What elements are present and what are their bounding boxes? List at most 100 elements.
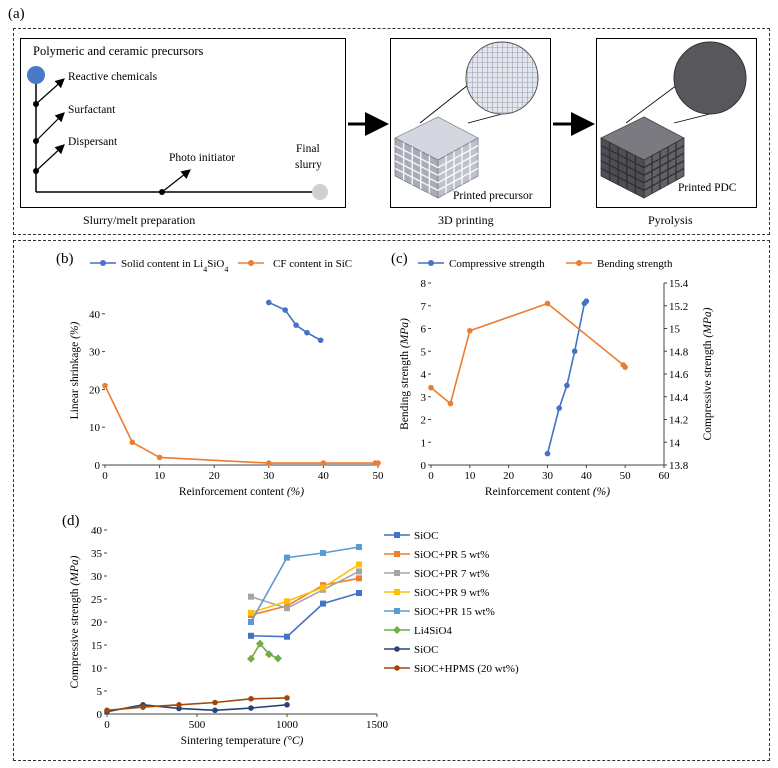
printed-precursor-lattice xyxy=(394,41,539,199)
y2-tick-label: 15 xyxy=(669,324,681,336)
data-point xyxy=(256,639,264,648)
slurry-tree xyxy=(27,66,328,200)
data-point xyxy=(293,322,299,328)
y-axis-title: Bending strength (MPa) xyxy=(399,318,411,430)
final-slurry-line1: Final xyxy=(296,143,320,155)
data-point xyxy=(356,561,362,568)
panel-bcd-frame xyxy=(13,240,770,761)
chart-panel-label: (d) xyxy=(62,513,80,529)
y-tick-label: 40 xyxy=(89,309,101,321)
legend-swatch-marker xyxy=(394,532,400,538)
y-tick-label: 5 xyxy=(421,346,427,358)
y-tick-label: 20 xyxy=(91,617,103,629)
data-point xyxy=(544,300,551,307)
x-axis-title: Sintering temperature (°C) xyxy=(181,735,304,747)
y2-tick-label: 15.4 xyxy=(669,278,689,290)
series-line-1 xyxy=(104,385,378,464)
legend-swatch-marker xyxy=(394,551,400,557)
series-line-0 xyxy=(546,300,587,454)
data-point xyxy=(320,550,326,556)
y2-tick-label: 14.6 xyxy=(669,369,689,381)
data-point xyxy=(375,460,381,466)
y-tick-label: 6 xyxy=(421,324,427,336)
y-tick-label: 2 xyxy=(421,415,427,427)
data-point xyxy=(428,384,434,391)
legend-label: SiOC xyxy=(414,644,438,656)
legend-swatch-marker xyxy=(394,589,400,595)
y2-axis-title: Compressive strength (MPa) xyxy=(702,307,714,440)
data-point xyxy=(571,348,578,355)
data-point xyxy=(282,307,288,313)
data-point xyxy=(564,382,570,389)
item-reactive-chemicals: Reactive chemicals xyxy=(68,71,158,83)
data-point xyxy=(284,633,290,640)
y-tick-label: 0 xyxy=(97,709,103,721)
chart-c: 0 10 20 30 40 50 60 0 1 2 3 4 5 6 7 8 13.8 14 14.2 14.4 14.6… xyxy=(391,251,714,498)
x-tick-label: 0 xyxy=(428,470,434,482)
printed-pdc-label: Printed PDC xyxy=(678,182,737,194)
y2-tick-label: 15.2 xyxy=(669,301,688,313)
chart-panel-label: (b) xyxy=(56,251,74,267)
precursors-title: Polymeric and ceramic precursors xyxy=(33,44,204,58)
data-point xyxy=(467,327,473,334)
series-line-0 xyxy=(268,301,322,341)
legend-swatch-marker xyxy=(576,260,582,266)
data-point xyxy=(583,298,590,305)
pdc-zoom-circle xyxy=(673,41,747,115)
item-photo-initiator: Photo initiator xyxy=(169,152,236,164)
y2-tick-label: 13.8 xyxy=(669,460,689,472)
data-point xyxy=(284,605,290,612)
y-tick-label: 0 xyxy=(421,460,427,472)
caption-pyrolysis: Pyrolysis xyxy=(648,213,693,227)
series-line-4 xyxy=(250,546,360,623)
x-tick-label: 40 xyxy=(581,470,593,482)
legend-swatch-marker xyxy=(100,260,106,266)
data-point xyxy=(266,460,272,466)
x-tick-label: 10 xyxy=(464,470,476,482)
data-point xyxy=(304,329,310,336)
legend-swatch-marker xyxy=(248,260,254,266)
data-point xyxy=(274,654,282,663)
y2-tick-label: 14.4 xyxy=(669,392,689,404)
legend-swatch-marker xyxy=(394,570,400,576)
caption-3d-printing: 3D printing xyxy=(438,213,494,227)
legend-label: SiOC+PR 5 wt% xyxy=(414,549,489,561)
data-point xyxy=(556,405,562,411)
x-tick-label: 50 xyxy=(373,470,385,482)
y-axis-title: Linear shrinkage (%) xyxy=(69,321,81,419)
series-line-5 xyxy=(250,642,279,660)
caption-slurry: Slurry/melt preparation xyxy=(83,213,196,227)
chart-b: 0 10 20 30 40 50 0 10 20 30 40 Reinforcement conten… xyxy=(56,251,384,498)
x-tick-label: 10 xyxy=(154,470,166,482)
y2-tick-label: 14.8 xyxy=(669,346,689,358)
series-line-6 xyxy=(106,703,288,713)
y-axis-title: Compressive strength (MPa) xyxy=(69,555,81,688)
legend-label: Bending strength xyxy=(597,258,673,270)
legend-label: SiOC xyxy=(414,530,438,542)
x-axis-title: Reinforcement content (%) xyxy=(179,486,304,498)
series-line-1 xyxy=(430,302,626,405)
y-tick-label: 30 xyxy=(89,347,101,359)
item-dispersant: Dispersant xyxy=(68,136,118,148)
data-point xyxy=(320,460,327,466)
data-point xyxy=(104,707,110,714)
data-point xyxy=(176,702,182,708)
data-point xyxy=(248,609,254,616)
data-point xyxy=(284,554,290,561)
series-line-7 xyxy=(106,697,288,712)
data-point xyxy=(248,632,254,639)
y-tick-label: 0 xyxy=(95,460,101,472)
x-tick-label: 20 xyxy=(503,470,515,482)
series-line-3 xyxy=(250,563,360,614)
data-point xyxy=(356,568,362,575)
panel-a-frame xyxy=(13,28,770,235)
legend-label: CF content in SiC xyxy=(273,258,352,270)
panel-a-label: (a) xyxy=(8,6,25,22)
x-tick-label: 0 xyxy=(102,470,108,482)
data-point xyxy=(284,695,290,701)
data-point xyxy=(248,696,254,702)
x-tick-label: 500 xyxy=(189,719,206,731)
legend-swatch-marker xyxy=(393,626,401,634)
y-tick-label: 30 xyxy=(91,571,103,583)
